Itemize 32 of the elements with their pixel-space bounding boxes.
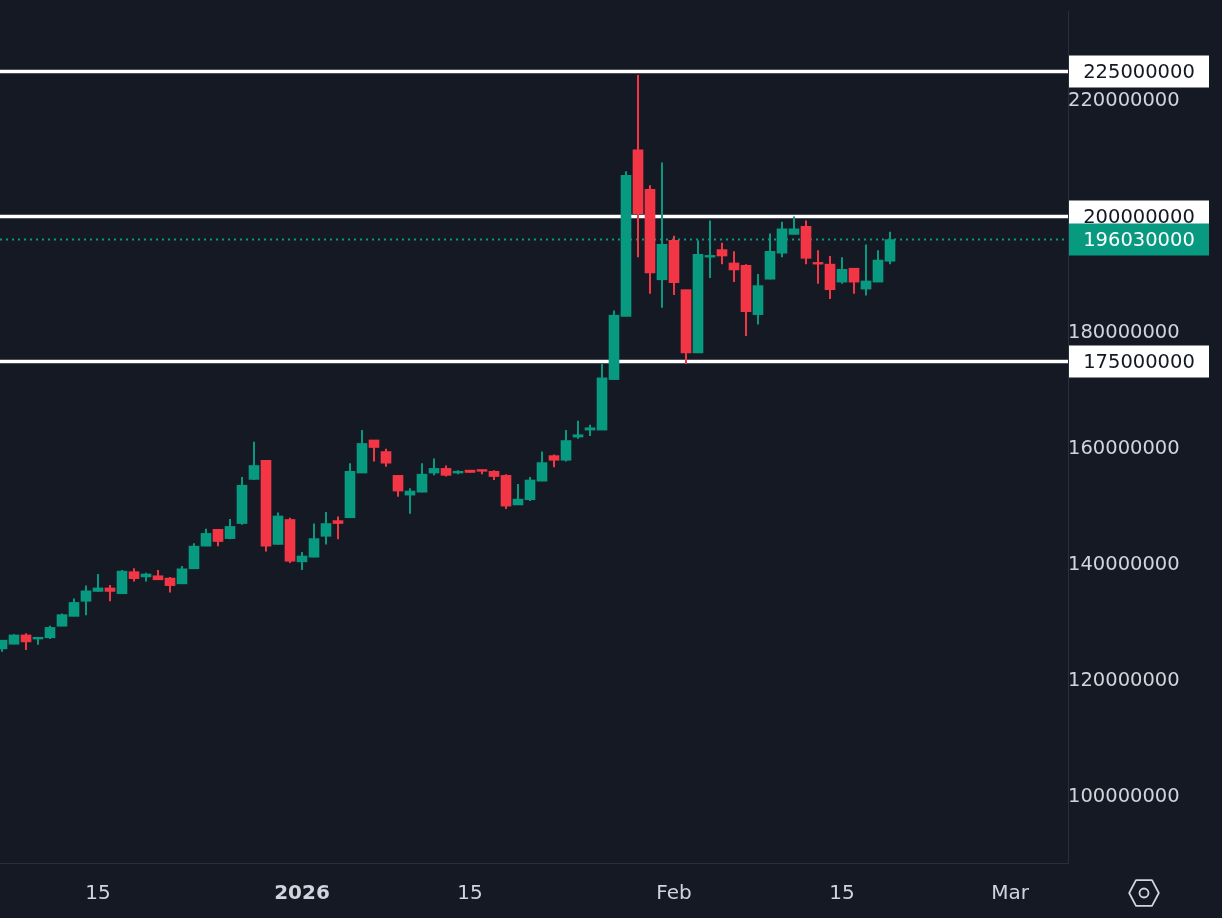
candlestick bbox=[320, 510, 332, 546]
candlestick bbox=[248, 440, 260, 481]
candlestick bbox=[392, 474, 404, 498]
y-tick-label: 120000000 bbox=[1067, 667, 1180, 691]
ref-line-label: 225000000 bbox=[1083, 59, 1195, 83]
candlestick bbox=[416, 462, 428, 494]
ref-line-label: 196030000 bbox=[1083, 227, 1195, 251]
y-tick-label: 140000000 bbox=[1067, 551, 1180, 575]
candlestick bbox=[80, 584, 92, 617]
candlestick bbox=[116, 568, 128, 595]
x-tick-label: 15 bbox=[457, 880, 483, 905]
candlestick bbox=[536, 450, 548, 483]
candlestick bbox=[332, 515, 344, 541]
y-tick-label: 220000000 bbox=[1067, 87, 1180, 111]
x-tick-label: 2026 bbox=[274, 880, 330, 905]
x-tick-label: Mar bbox=[991, 880, 1030, 905]
candlestick bbox=[308, 522, 320, 559]
candlestick bbox=[716, 241, 728, 266]
y-tick-label: 100000000 bbox=[1067, 783, 1180, 807]
ref-line-label: 200000000 bbox=[1083, 204, 1195, 228]
candlestick bbox=[836, 256, 848, 285]
candlestick bbox=[188, 542, 200, 570]
candlestick bbox=[560, 429, 572, 463]
x-tick-label: Feb bbox=[656, 880, 692, 905]
ref-line-label: 175000000 bbox=[1083, 349, 1195, 373]
x-tick-label: 15 bbox=[829, 880, 855, 905]
candlestick bbox=[848, 267, 860, 295]
candlestick bbox=[872, 249, 884, 284]
y-tick-label: 160000000 bbox=[1067, 435, 1180, 459]
x-tick-label: 15 bbox=[85, 880, 111, 905]
y-tick-label: 180000000 bbox=[1067, 319, 1180, 343]
candlestick bbox=[524, 476, 536, 502]
